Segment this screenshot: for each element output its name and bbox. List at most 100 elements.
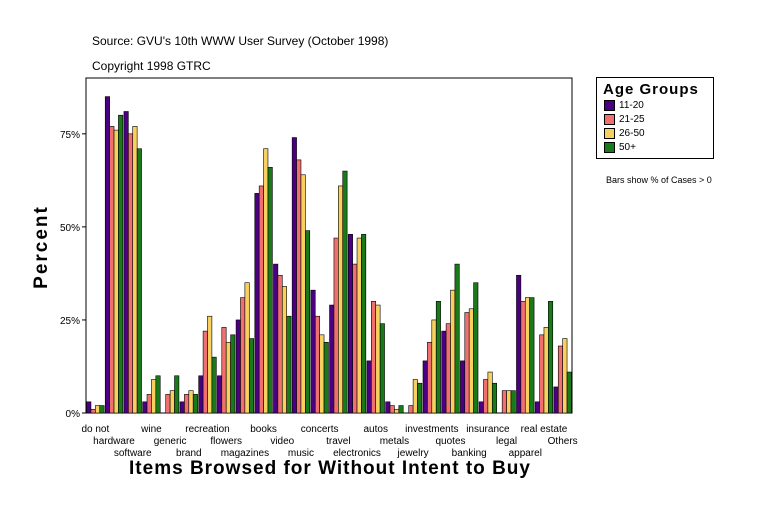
bar-50+-banking [473, 282, 479, 414]
bar-50+-insurance [491, 382, 497, 414]
bar-26-50-Others [562, 338, 568, 414]
bar-26-50-investments [431, 319, 437, 414]
bar-21-25-recreation [202, 330, 208, 414]
x-tick-label: quotes [435, 436, 465, 447]
bar-26-50-legal [506, 390, 512, 414]
bar-11-20-investments [422, 360, 428, 414]
bar-26-50-quotes [450, 289, 456, 414]
bar-26-50-jewelry [412, 379, 418, 414]
x-tick-label: flowers [210, 436, 242, 447]
bar-50+-software [136, 148, 142, 414]
legend-swatch [604, 128, 615, 139]
bar-26-50-recreation [207, 315, 213, 414]
bar-26-50-real-estate [543, 327, 549, 414]
bar-26-50-flowers [225, 341, 231, 414]
x-tick-label: video [270, 436, 294, 447]
bar-50+-magazines [248, 338, 254, 414]
bar-21-25-travel [333, 237, 339, 414]
x-tick-label: real estate [521, 424, 568, 435]
bar-21-25-hardware [109, 126, 115, 414]
bar-26-50-magazines [244, 282, 250, 414]
legend-swatch [604, 100, 615, 111]
bar-26-50-software [132, 126, 138, 414]
bar-21-25-jewelry [408, 405, 414, 414]
bar-11-20-hardware [104, 96, 110, 414]
bar-50+-books [267, 167, 273, 414]
x-tick-label: generic [154, 436, 187, 447]
bar-21-25-quotes [445, 323, 451, 414]
bar-50+-quotes [454, 263, 460, 414]
bar-26-50-hardware [113, 129, 119, 414]
legend-label: 21-25 [619, 114, 645, 126]
bar-26-50-electronics [356, 237, 362, 414]
bar-26-50-insurance [487, 371, 493, 414]
x-tick-label: Others [548, 436, 578, 447]
bar-50+-travel [342, 170, 348, 414]
bar-50+-jewelry [417, 382, 423, 414]
bar-11-20-metals [385, 401, 391, 414]
bar-26-50-autos [375, 304, 381, 414]
bar-21-25-concerts [314, 315, 320, 414]
legend-item-50-plus: 50+ [604, 142, 636, 154]
x-tick-label: legal [496, 436, 517, 447]
legend-title: Age Groups [603, 81, 699, 98]
bar-11-20-video [273, 263, 279, 414]
x-tick-label: magazines [221, 448, 269, 459]
bar-50+-hardware [118, 114, 124, 414]
legend-swatch [604, 114, 615, 125]
bar-21-25-Others [557, 345, 563, 414]
bar-21-25-metals [389, 405, 395, 414]
legend-label: 50+ [619, 142, 636, 154]
bar-21-25-software [128, 133, 134, 414]
bar-50+-Others [566, 371, 572, 414]
x-tick-label: electronics [333, 448, 381, 459]
bar-26-50-brand [188, 390, 194, 414]
bar-26-50-generic [169, 390, 175, 414]
plot-area [85, 77, 573, 414]
bar-50+-wine [155, 375, 161, 414]
y-tick-label: 50% [60, 223, 80, 234]
legend-label: 26-50 [619, 128, 645, 140]
bar-21-25-investments [427, 341, 433, 414]
bar-21-25-music [296, 159, 302, 414]
bar-11-20-recreation [198, 375, 204, 414]
bar-50+-generic [174, 375, 180, 414]
x-tick-label: autos [363, 424, 387, 435]
bar-26-50-apparel [524, 297, 530, 414]
x-tick-label: apparel [509, 448, 542, 459]
bar-21-25-legal [501, 390, 507, 414]
bar-11-20-music [291, 137, 297, 414]
bar-50+-electronics [361, 234, 367, 414]
bar-21-25-generic [165, 394, 171, 414]
bar-11-20-autos [366, 360, 372, 414]
bar-21-25-magazines [240, 297, 246, 414]
y-tick-label: 75% [60, 130, 80, 141]
legend-item-11-20: 11-20 [604, 100, 644, 112]
x-axis-title: Items Browsed for Without Intent to Buy [129, 458, 531, 479]
copyright-note: Copyright 1998 GTRC [92, 59, 211, 73]
bar-11-20-apparel [516, 274, 522, 414]
bar-11-20-flowers [217, 375, 223, 414]
bar-21-25-flowers [221, 327, 227, 414]
legend-item-26-50: 26-50 [604, 128, 645, 140]
bar-21-25-electronics [352, 263, 358, 414]
bar-50+-brand [192, 394, 198, 414]
bar-26-50-wine [151, 379, 157, 414]
bar-21-25-brand [184, 394, 190, 414]
x-tick-label: brand [176, 448, 202, 459]
bar-50+-music [305, 230, 311, 414]
bar-11-20-insurance [478, 401, 484, 414]
y-tick-label: 25% [60, 316, 80, 327]
bar-11-20-banking [460, 360, 466, 414]
bar-11-20-books [254, 193, 260, 414]
bars-note: Bars show % of Cases > 0 [606, 175, 712, 185]
x-tick-label: books [250, 424, 277, 435]
bar-21-25-books [258, 185, 264, 414]
bar-26-50-travel [338, 185, 344, 414]
x-tick-label: recreation [185, 424, 229, 435]
bar-11-20-Others [553, 386, 559, 414]
bar-11-20-quotes [441, 330, 447, 414]
bar-11-20-wine [142, 401, 148, 414]
bar-50+-recreation [211, 356, 217, 414]
